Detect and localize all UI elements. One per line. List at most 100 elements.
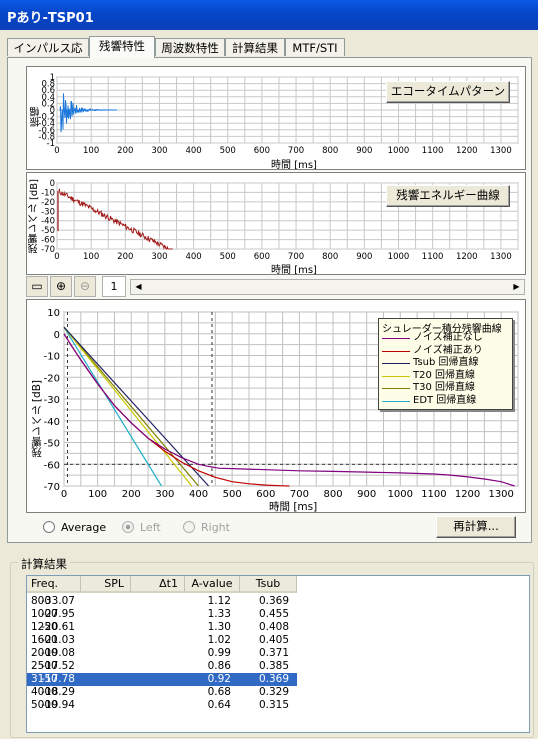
scroll-left-arrow-icon[interactable]: ◀ [135, 282, 142, 291]
tab-frequency-characteristics[interactable]: 周波数特性 [155, 38, 225, 56]
x-tick-label: 800 [323, 489, 342, 500]
x-tick-label: 600 [254, 252, 270, 262]
echo-time-pattern-button[interactable]: エコータイムパターン [386, 81, 510, 103]
table-row[interactable]: 2500 -17.52 0.86 0.385 [27, 660, 297, 673]
table-row[interactable]: 1000 -27.95 1.33 0.455 [27, 608, 297, 621]
legend-swatch [382, 388, 410, 389]
radio-right-circle[interactable] [183, 521, 195, 533]
tab-mtf-sti[interactable]: MTF/STI [285, 38, 345, 56]
zoom-in-button[interactable]: ⊕ [50, 276, 72, 297]
table-row[interactable]: 2000 -19.08 0.99 0.371 [27, 647, 297, 660]
chart-legend: シュレーダー積分残響曲線 ノイズ補正なし ノイズ補正あり Tsub 回帰直線 T20 … [378, 318, 513, 410]
recalculate-button[interactable]: 再計算... [436, 516, 516, 538]
x-tick-label: 500 [220, 252, 236, 262]
table-row[interactable]: 5000 -19.94 0.64 0.315 [27, 699, 297, 712]
radio-left[interactable]: Left [122, 521, 161, 534]
reverb-energy-curve-button[interactable]: 残響エネルギー曲線 [386, 185, 510, 207]
energy-xlabel: 時間 [ms] [271, 265, 317, 276]
legend-label: T30 回帰直線 [413, 382, 476, 393]
legend-swatch [382, 338, 410, 339]
energy-ylabel: 残響レベル [dB] [29, 179, 40, 254]
horizontal-scrollbar[interactable]: ◀ ▶ [130, 279, 525, 295]
table-row[interactable]: 4000 -18.29 0.68 0.329 [27, 686, 297, 699]
radio-right-label: Right [201, 521, 230, 534]
scroll-right-arrow-icon[interactable]: ▶ [513, 282, 520, 291]
x-tick-label: 900 [356, 146, 372, 156]
y-tick-label: -60 [41, 236, 55, 246]
y-tick-label: -70 [44, 482, 60, 493]
zoom-toolbar: ▭ ⊕ ⊖ 1 [26, 276, 526, 298]
y-tick-label: 0.4 [41, 93, 55, 103]
fit-view-button[interactable]: ▭ [26, 276, 48, 297]
col-header-spl[interactable]: SPL [81, 576, 131, 593]
table-row[interactable]: 3150 -17.78 0.92 0.369 [27, 673, 297, 686]
col-header-freq[interactable]: Freq. [27, 576, 81, 593]
x-tick-label: 800 [322, 252, 338, 262]
cell-freq: 2000 [31, 647, 58, 659]
cell-avalue: 0.68 [207, 686, 231, 698]
zoom-in-icon: ⊕ [55, 279, 67, 293]
x-tick-label: 900 [357, 489, 376, 500]
y-tick-label: 0 [50, 179, 55, 189]
energy-ticks: 0 100 200 300 400 500 600 700 800 900 1000 1100 1200… [41, 179, 512, 262]
x-tick-label: 0 [61, 489, 67, 500]
page-number-field[interactable]: 1 [102, 276, 126, 297]
tab-calculation-results[interactable]: 計算結果 [225, 38, 285, 56]
echo-ticks: 0 100 200 300 400 500 600 700 800 900 1000 1100 1200… [38, 73, 511, 156]
cell-spl: -20.61 [41, 621, 75, 633]
x-tick-label: 1200 [456, 252, 478, 262]
tab-impulse-response[interactable]: インパルス応答 [7, 38, 89, 73]
x-tick-label: 400 [189, 489, 208, 500]
results-groupbox [10, 562, 534, 738]
results-list[interactable]: Freq. SPL Δt1 A-value Tsub 800 -33.07 1.12… [26, 575, 530, 733]
cell-freq: 3150 [31, 673, 58, 685]
x-tick-label: 600 [256, 489, 275, 500]
legend-item: T20 回帰直線 [382, 370, 510, 382]
table-row[interactable]: 1250 -20.61 1.30 0.408 [27, 621, 297, 634]
radio-right[interactable]: Right [183, 521, 230, 534]
cell-tsub: 0.385 [258, 660, 289, 672]
legend-item: ノイズ補正あり [382, 345, 510, 357]
cell-spl: -18.29 [41, 686, 75, 698]
series-line [63, 333, 515, 487]
cell-freq: 5000 [31, 699, 58, 711]
legend-label: ノイズ補正なし [413, 332, 483, 343]
y-tick-label: -20 [41, 198, 55, 208]
echo-waveform [59, 93, 117, 133]
fit-view-icon: ▭ [31, 279, 43, 293]
x-tick-label: 900 [356, 252, 372, 262]
cell-spl: -21.03 [41, 634, 75, 646]
table-row[interactable]: 800 -33.07 1.12 0.369 [27, 595, 297, 608]
x-tick-label: 700 [288, 146, 304, 156]
radio-average-circle[interactable] [43, 521, 55, 533]
zoom-out-button[interactable]: ⊖ [74, 276, 96, 297]
series-line [63, 326, 199, 487]
col-header-dt1[interactable]: Δt1 [131, 576, 185, 593]
table-row[interactable]: 1600 -21.03 1.02 0.405 [27, 634, 297, 647]
radio-left-circle[interactable] [122, 521, 134, 533]
y-tick-label: -0.6 [38, 126, 55, 136]
schroeder-series [63, 326, 515, 487]
legend-label: T20 回帰直線 [413, 369, 476, 381]
cell-tsub: 0.408 [258, 621, 289, 633]
series-line [63, 326, 210, 487]
y-tick-label: 0 [54, 330, 60, 341]
x-tick-label: 1100 [421, 489, 446, 500]
x-tick-label: 1100 [422, 252, 444, 262]
legend-swatch [382, 375, 410, 377]
zoom-out-icon: ⊖ [79, 279, 91, 293]
x-tick-label: 0 [54, 146, 59, 156]
col-header-tsub[interactable]: Tsub [240, 576, 297, 593]
legend-item: T30 回帰直線 [382, 382, 510, 394]
window-titlebar[interactable]: Pあり-TSP01 [0, 0, 538, 30]
col-header-avalue[interactable]: A-value [185, 576, 240, 593]
series-line [63, 326, 193, 487]
x-tick-label: 300 [155, 489, 174, 500]
y-tick-label: -0.8 [38, 132, 55, 142]
legend-swatch [382, 350, 410, 352]
echo-panel: 0 100 200 300 400 500 600 700 800 900 1000 1100 1200… [26, 66, 526, 171]
x-tick-label: 100 [88, 489, 107, 500]
tab-reverb-characteristics[interactable]: 残響特性 [89, 36, 155, 58]
radio-average[interactable]: Average [43, 521, 106, 534]
cell-freq: 1000 [31, 608, 58, 620]
